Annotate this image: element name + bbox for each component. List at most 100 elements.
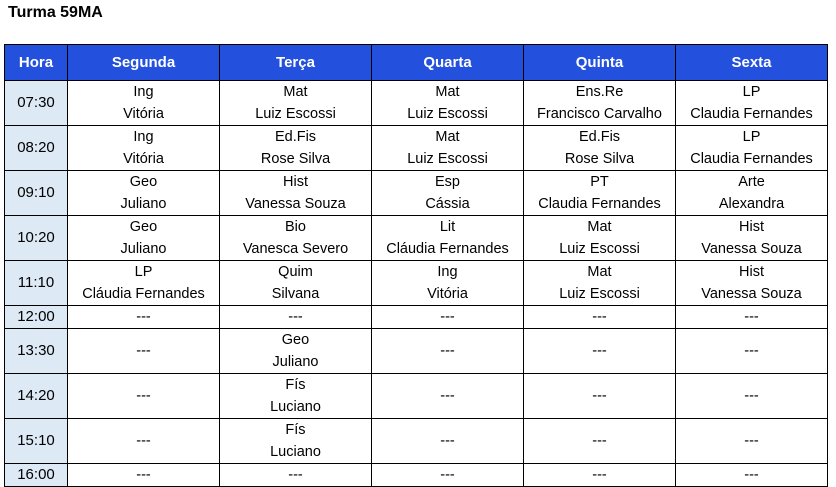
class-cell: --- [219, 463, 372, 487]
class-cell: Ing Vitória [371, 260, 524, 306]
teacher: Luciano [270, 399, 321, 415]
subject: Lit [439, 219, 456, 235]
time-cell: 16:00 [4, 463, 68, 487]
class-cell: Quim Silvana [219, 260, 372, 306]
empty-slot: --- [136, 388, 151, 404]
class-cell: --- [523, 463, 676, 487]
teacher: Claudia Fernandes [690, 106, 813, 122]
teacher: Luiz Escossi [559, 286, 640, 302]
table-row: 15:10 --- Fís Luciano --- --- --- [4, 418, 828, 464]
empty-slot: --- [744, 467, 759, 483]
time-cell: 15:10 [4, 418, 68, 464]
empty-slot: --- [136, 343, 151, 359]
subject: Fís [285, 377, 306, 393]
class-cell: Geo Juliano [67, 170, 220, 216]
class-cell: --- [523, 418, 676, 464]
class-cell: Arte Alexandra [675, 170, 828, 216]
time-cell: 11:10 [4, 260, 68, 306]
teacher: Claudia Fernandes [690, 151, 813, 167]
class-cell: --- [371, 328, 524, 374]
class-cell: Ing Vitória [67, 80, 220, 126]
table-row: 11:10 LP Cláudia Fernandes Quim Silvana Ing Vi… [4, 260, 828, 306]
class-cell: Ing Vitória [67, 125, 220, 171]
class-cell: Ed.Fis Rose Silva [523, 125, 676, 171]
class-cell: --- [675, 418, 828, 464]
teacher: Francisco Carvalho [537, 106, 662, 122]
subject: LP [742, 129, 761, 145]
subject: Hist [739, 219, 764, 235]
class-cell: Mat Luiz Escossi [371, 125, 524, 171]
class-cell: LP Cláudia Fernandes [67, 260, 220, 306]
subject: Hist [283, 174, 308, 190]
subject: Geo [129, 174, 158, 190]
schedule-table: Hora Segunda Terça Quarta Quinta Sexta 07:30 I… [4, 44, 828, 487]
class-cell: --- [371, 373, 524, 419]
class-cell: Hist Vanessa Souza [675, 260, 828, 306]
teacher: Vitória [123, 151, 164, 167]
teacher: Vanessa Souza [245, 196, 346, 212]
table-row: 14:20 --- Fís Luciano --- --- --- [4, 373, 828, 419]
class-cell: Ens.Re Francisco Carvalho [523, 80, 676, 126]
subject: Quim [278, 264, 313, 280]
table-row: 16:00 --- --- --- --- --- [4, 463, 828, 487]
class-cell: Hist Vanessa Souza [675, 215, 828, 261]
teacher: Luiz Escossi [407, 106, 488, 122]
page-title: Turma 59MA [8, 4, 103, 21]
subject: Mat [283, 84, 308, 100]
empty-slot: --- [440, 388, 455, 404]
subject: Ens.Re [575, 84, 624, 100]
teacher: Vitória [427, 286, 468, 302]
empty-slot: --- [744, 309, 759, 325]
teacher: Alexandra [718, 196, 785, 212]
class-cell: Esp Cássia [371, 170, 524, 216]
table-row: 09:10 Geo Juliano Hist Vanessa Souza Esp Cássi… [4, 170, 828, 216]
class-cell: Bio Vanesca Severo [219, 215, 372, 261]
teacher: Juliano [272, 354, 319, 370]
empty-slot: --- [592, 467, 607, 483]
class-cell: --- [219, 305, 372, 329]
empty-slot: --- [136, 433, 151, 449]
class-cell: LP Claudia Fernandes [675, 125, 828, 171]
column-header-quinta: Quinta [523, 44, 676, 81]
empty-slot: --- [136, 309, 151, 325]
class-cell: Fís Luciano [219, 373, 372, 419]
subject: Mat [435, 129, 460, 145]
class-cell: --- [523, 305, 676, 329]
teacher: Cláudia Fernandes [386, 241, 509, 257]
subject: Geo [129, 219, 158, 235]
column-header-quarta: Quarta [371, 44, 524, 81]
class-cell: --- [675, 305, 828, 329]
empty-slot: --- [592, 388, 607, 404]
subject: LP [134, 264, 153, 280]
teacher: Luiz Escossi [407, 151, 488, 167]
subject: Fís [285, 422, 306, 438]
class-cell: Hist Vanessa Souza [219, 170, 372, 216]
subject: Hist [739, 264, 764, 280]
column-header-terça: Terça [219, 44, 372, 81]
subject: Mat [435, 84, 460, 100]
class-cell: --- [371, 305, 524, 329]
class-cell: Mat Luiz Escossi [371, 80, 524, 126]
subject: PT [590, 174, 609, 190]
teacher: Vanessa Souza [701, 241, 802, 257]
column-header-hora: Hora [4, 44, 68, 81]
subject: Mat [587, 219, 612, 235]
time-cell: 13:30 [4, 328, 68, 374]
table-row: 07:30 Ing Vitória Mat Luiz Escossi Mat Luiz Es… [4, 80, 828, 126]
empty-slot: --- [288, 309, 303, 325]
teacher: Claudia Fernandes [538, 196, 661, 212]
empty-slot: --- [592, 433, 607, 449]
class-cell: --- [67, 418, 220, 464]
subject: Bio [285, 219, 306, 235]
teacher: Luiz Escossi [559, 241, 640, 257]
table-row: 12:00 --- --- --- --- --- [4, 305, 828, 329]
empty-slot: --- [592, 309, 607, 325]
class-cell: --- [67, 328, 220, 374]
empty-slot: --- [744, 388, 759, 404]
teacher: Silvana [271, 286, 320, 302]
empty-slot: --- [744, 433, 759, 449]
empty-slot: --- [136, 467, 151, 483]
time-cell: 07:30 [4, 80, 68, 126]
column-header-segunda: Segunda [67, 44, 220, 81]
teacher: Vanessa Souza [701, 286, 802, 302]
